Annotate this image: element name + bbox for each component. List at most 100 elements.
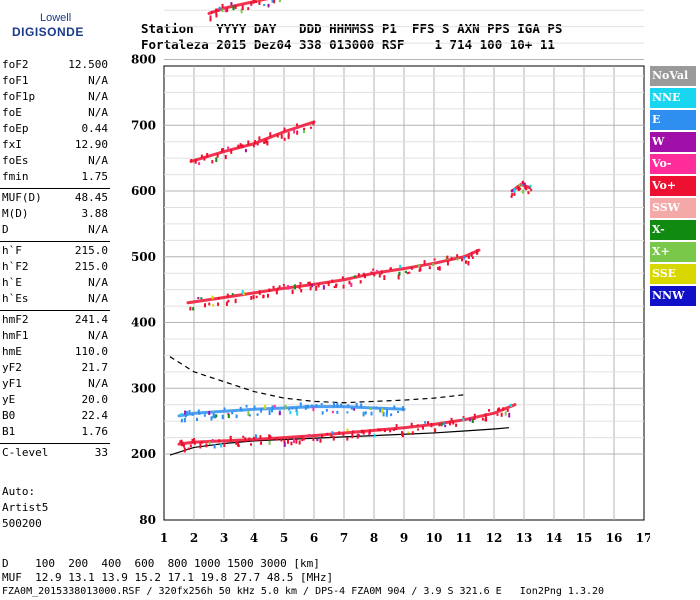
echo-dot [241, 5, 244, 11]
echo-dot [215, 12, 218, 15]
y-tick-label: 200 [131, 447, 156, 461]
echo-dot [180, 443, 183, 447]
echo-dot [269, 435, 272, 439]
param-row: h`F2 215.0 [2, 260, 108, 276]
param-key: h`Es [2, 292, 29, 305]
echo-dot [289, 410, 292, 415]
echo-dot [312, 437, 315, 441]
echo-dot [461, 258, 464, 262]
echo-dot [263, 141, 266, 144]
echo-dot [346, 437, 349, 441]
echo-dot [380, 270, 383, 275]
param-row: C-level 33 [2, 446, 108, 462]
echo-dot [385, 412, 388, 417]
echo-dot [221, 148, 224, 152]
echo-dot [235, 441, 238, 445]
echo-dot [278, 285, 281, 288]
echo-dot [432, 263, 435, 267]
echo-dot [481, 417, 484, 421]
param-value: 241.4 [74, 313, 108, 326]
echo-dot [208, 302, 211, 306]
echo-dot [253, 405, 256, 410]
echo-dot [183, 447, 186, 453]
echo-dot [259, 435, 262, 439]
echo-dot [408, 271, 411, 274]
echo-dot [276, 134, 279, 138]
param-value: 3.88 [81, 207, 109, 220]
echo-dot [240, 408, 243, 412]
echo-dot [527, 191, 530, 195]
y-tick-label: 300 [131, 381, 156, 395]
echo-dot [500, 412, 503, 417]
echo-dot [513, 191, 516, 196]
echo-dot [260, 408, 263, 413]
echo-dot [199, 441, 202, 445]
echo-dot [242, 291, 245, 296]
echo-dot [298, 285, 301, 290]
echo-dot [317, 283, 320, 288]
param-value: N/A [88, 292, 108, 305]
echo-dot [248, 437, 251, 441]
echo-dot [266, 140, 269, 146]
param-separator [0, 310, 110, 311]
legend-item-nnw: NNW [650, 286, 696, 306]
echo-dot [373, 433, 376, 438]
echo-dot [275, 289, 278, 295]
echo-dot [280, 438, 283, 442]
echo-dot [258, 1, 261, 5]
echo-dot [268, 440, 271, 445]
echo-dot [333, 285, 336, 289]
echo-dot [309, 126, 312, 129]
echo-dot [377, 428, 380, 432]
echo-dot [230, 2, 233, 6]
echo-dot [254, 434, 257, 439]
echo-dot [283, 127, 286, 132]
echo-dot [302, 128, 305, 134]
echo-dot [203, 414, 206, 417]
param-key: hmF1 [2, 329, 29, 342]
profile-curve-dashed [169, 356, 465, 404]
echo-trace [177, 405, 406, 418]
echo-dot [418, 263, 421, 268]
echo-dot [357, 273, 360, 277]
echo-dot [424, 421, 427, 424]
echo-dot [502, 407, 505, 411]
echo-dot [291, 407, 294, 410]
echo-dot [278, 0, 281, 3]
echo-dot [379, 428, 382, 432]
logo-lowell: Lowell [40, 12, 72, 24]
param-value: 1.76 [81, 425, 109, 438]
echo-dot [308, 281, 311, 286]
legend: NoVal NNE E W Vo- Vo+ SSW X- X+ SSE NNW [650, 66, 696, 308]
echo-dot [293, 129, 296, 134]
echo-dot [485, 417, 488, 422]
param-key: hmE [2, 345, 22, 358]
echo-dot [307, 281, 310, 285]
echo-dot [277, 287, 280, 290]
echo-dot [216, 153, 219, 158]
echo-dot [182, 443, 185, 448]
echo-dot [244, 148, 247, 153]
x-tick-label: 17 [636, 531, 650, 545]
echo-dot [223, 407, 226, 411]
echo-dot [381, 408, 384, 414]
y-tick-label: 500 [131, 250, 156, 264]
x-tick-label: 10 [426, 531, 443, 545]
echo-dot [410, 266, 413, 270]
param-row: h`E N/A [2, 276, 108, 292]
echo-dot [402, 432, 405, 438]
echo-dot [191, 438, 194, 444]
echo-dot [190, 158, 193, 163]
echo-dot [209, 16, 212, 22]
echo-dot [471, 419, 474, 423]
legend-item-sse: SSE [650, 264, 696, 284]
echo-dot [302, 437, 305, 441]
echo-dot [370, 411, 373, 416]
echo-dot [383, 429, 386, 433]
echo-dot [455, 423, 458, 427]
echo-dot [383, 275, 386, 281]
echo-dot [278, 411, 281, 416]
param-value: 21.7 [81, 361, 109, 374]
echo-dot [293, 284, 296, 290]
echo-dot [338, 431, 341, 435]
